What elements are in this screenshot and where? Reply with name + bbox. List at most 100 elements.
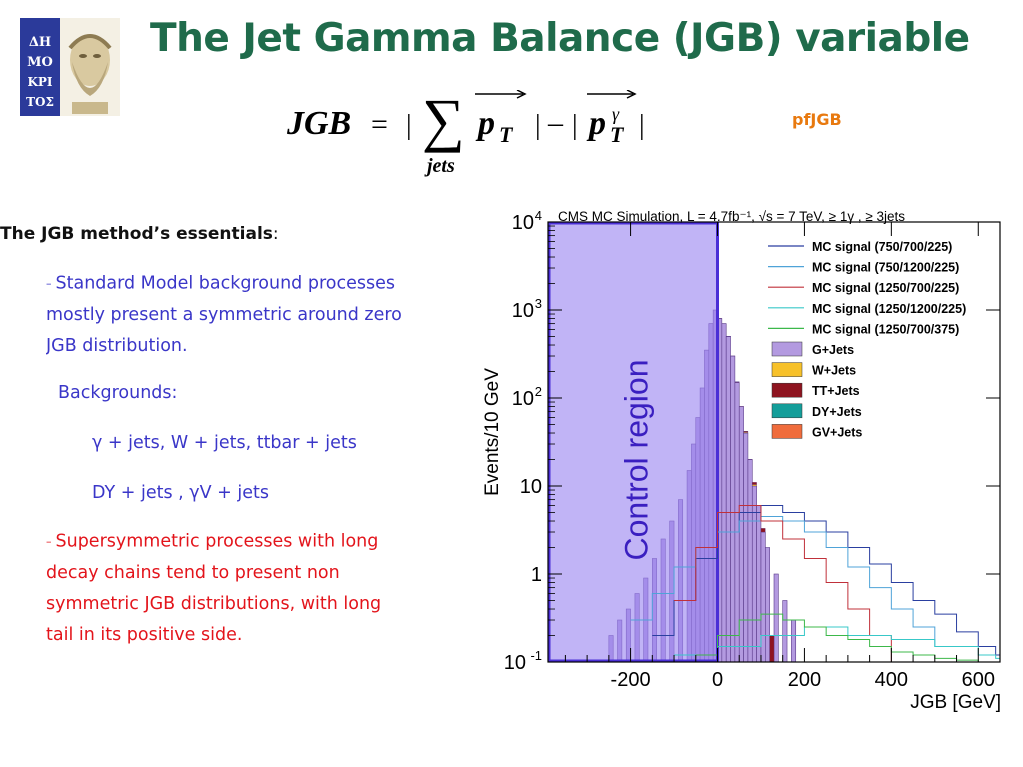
x-tick-label: -200 (611, 669, 651, 691)
x-tick-label: 0 (712, 669, 723, 691)
susy-bullet-line-4: tail in its positive side. (46, 624, 243, 645)
signal-line-2 (630, 516, 948, 648)
university-logo: ΔΗ ΜΟ ΚΡΙ ΤΟΣ (20, 18, 120, 116)
bar-w-jets (752, 484, 757, 487)
control-region-band (547, 221, 719, 663)
y-axis-label: Events/10 GeV (482, 368, 503, 496)
x-tick-label: 400 (875, 669, 908, 691)
y-tick-label: 10 (512, 388, 534, 410)
x-tick-label: 600 (962, 669, 995, 691)
dash-bullet-icon: – (46, 277, 52, 290)
bar-g-jets (743, 432, 749, 663)
logo-letters-4: ΤΟΣ (26, 95, 54, 109)
formula-p1: p (475, 105, 495, 142)
bar-g-jets (791, 619, 797, 663)
control-region-layer: Control region (547, 221, 719, 663)
bar-g-jets (730, 355, 736, 663)
legend-label: MC signal (750/700/225) (812, 240, 952, 254)
legend-fill-swatch (771, 341, 803, 357)
y-tick-label: 10 (504, 652, 526, 674)
susy-bullet-line-1: – Supersymmetric processes with long (46, 526, 456, 558)
sm-bullet-text-1: Standard Model background processes (55, 273, 395, 294)
bar-g-jets (760, 531, 766, 663)
vector-arrowhead-2-icon (626, 90, 637, 99)
formula-abs-close-1: | (535, 110, 541, 141)
bar-g-jets (734, 382, 740, 663)
legend-label: DY+Jets (812, 405, 862, 419)
control-region-label: Control region (619, 360, 655, 561)
essentials-heading-bold: The JGB method’s essentials (0, 224, 273, 244)
signal-line-4 (674, 626, 1000, 659)
formula-minus: – (547, 106, 564, 139)
y-tick-label: 10 (520, 476, 542, 498)
sum-sign-icon: ∑ (422, 90, 465, 153)
y-tick-label: 10 (512, 212, 534, 234)
susy-bullet: – Supersymmetric processes with long deca… (46, 526, 456, 651)
formula-lhs: JGB (286, 105, 351, 142)
bar-g-jets (738, 406, 744, 663)
legend-label: MC signal (1250/700/375) (812, 322, 959, 336)
y-tick-exponent: 3 (535, 296, 542, 311)
jgb-formula: JGB = | ∑ jets p T | – | p γ T | (286, 90, 645, 177)
legend-label: TT+Jets (812, 384, 860, 398)
signal-line-3 (674, 505, 905, 663)
legend-fill-swatch (771, 362, 803, 377)
formula-abs-open-2: | (572, 110, 578, 141)
bar-g-jets (782, 600, 788, 663)
susy-bullet-line-2: decay chains tend to present non (46, 562, 340, 583)
sm-bullet-line-3: JGB distribution. (46, 335, 188, 356)
formula-gamma: γ (612, 104, 620, 124)
slide-title: The Jet Gamma Balance (JGB) variable (150, 16, 970, 61)
sm-bullet: – Standard Model background processes mos… (46, 268, 456, 362)
susy-bullet-line-3: symmetric JGB distributions, with long (46, 593, 382, 614)
bar-g-jets (747, 459, 753, 663)
x-tick-label: 200 (788, 669, 821, 691)
backgrounds-line-2: DY + jets , γV + jets (92, 483, 270, 503)
essentials-heading: The JGB method’s essentials: (0, 224, 279, 244)
formula-p2: p (586, 105, 606, 142)
formula-abs-close-2: | (639, 110, 645, 141)
essentials-heading-colon: : (272, 224, 279, 244)
bar-g-jets (725, 336, 731, 663)
bar-tt-jets (752, 482, 757, 485)
y-tick-exponent: -1 (530, 648, 542, 663)
formula-T2: T (610, 122, 625, 147)
democritus-bust-icon (60, 18, 120, 116)
legend-fill-swatch (771, 403, 803, 419)
y-tick-label: 1 (531, 564, 542, 586)
plot-frame (547, 221, 1001, 663)
y-tick-label: 10 (512, 300, 534, 322)
vector-arrowhead-1-icon (516, 90, 527, 99)
legend-label: MC signal (750/1200/225) (812, 261, 959, 275)
bar-g-jets (721, 323, 727, 663)
chart-legend: MC signal (750/700/225) MC signal (750/12… (768, 240, 966, 439)
legend-fill-swatch (771, 424, 803, 439)
legend-label: G+Jets (812, 343, 854, 357)
pfjgb-label: pfJGB (792, 110, 842, 129)
sm-bullet-line-2: mostly present a symmetric around zero (46, 304, 402, 325)
bar-g-jets (765, 547, 770, 663)
legend-label: MC signal (1250/1200/225) (812, 302, 966, 316)
bar-tt-jets (760, 528, 766, 533)
bar-g-jets (773, 573, 779, 663)
backgrounds-label: Backgrounds: (58, 383, 178, 403)
susy-bullet-text-1: Supersymmetric processes with long (55, 531, 379, 552)
formula-T1: T (499, 122, 514, 147)
logo-letters-2: ΜΟ (27, 55, 53, 70)
dash-bullet-icon: – (46, 535, 52, 548)
backgrounds-line-1: γ + jets, W + jets, ttbar + jets (92, 433, 357, 453)
chart-title: CMS MC Simulation, L = 4.7fb⁻¹, √s = 7 T… (558, 209, 905, 224)
formula-sum-subscript: jets (424, 155, 455, 177)
formula-abs-open: | (406, 110, 412, 141)
bar-tt-jets (769, 635, 775, 663)
logo-letters-1: ΔΗ (29, 35, 51, 50)
y-tick-exponent: 2 (535, 384, 542, 399)
sm-bullet-line-1: – Standard Model background processes (46, 268, 456, 300)
x-axis-label: JGB [GeV] (910, 692, 1001, 713)
bar-g-jets (756, 505, 762, 663)
legend-fill-swatch (771, 382, 803, 398)
legend-label: W+Jets (812, 364, 856, 378)
legend-label: MC signal (1250/700/225) (812, 281, 959, 295)
